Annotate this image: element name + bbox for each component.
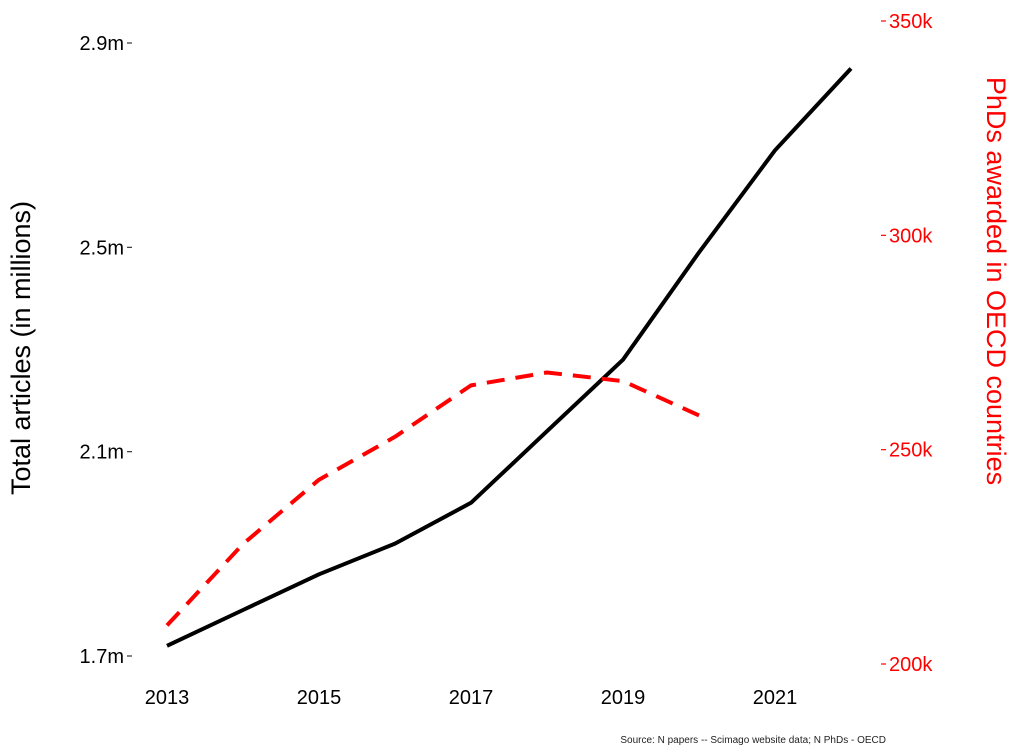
left-y-tick-label: 2.5m <box>80 237 124 259</box>
right-y-tick-label: 200k <box>889 654 933 676</box>
right-y-axis: 200k 250k 300k 350k <box>881 11 933 676</box>
source-note: Source: N papers -- Scimago website data… <box>620 735 886 746</box>
left-y-tick-label: 2.9m <box>80 33 124 55</box>
series-layer <box>165 67 853 648</box>
left-y-axis-title: Total articles (in millions) <box>6 201 36 495</box>
right-y-tick-label: 350k <box>889 11 933 33</box>
left-y-tick-label: 1.7m <box>80 646 124 668</box>
right-y-tick-label: 250k <box>889 440 933 462</box>
x-tick-label: 2013 <box>145 687 190 709</box>
right-y-axis-title: PhDs awarded in OECD countries <box>981 77 1011 485</box>
articles-series-line <box>166 67 853 648</box>
x-tick-label: 2015 <box>297 687 342 709</box>
left-y-axis: 1.7m 2.1m 2.5m 2.9m <box>80 33 132 668</box>
x-tick-label: 2019 <box>601 687 646 709</box>
x-axis: 2013 2015 2017 2019 2021 <box>145 687 798 709</box>
left-y-tick-label: 2.1m <box>80 442 124 464</box>
x-tick-label: 2021 <box>753 687 798 709</box>
phds-series-line <box>165 370 700 627</box>
right-y-tick-label: 300k <box>889 225 933 247</box>
x-tick-label: 2017 <box>449 687 494 709</box>
